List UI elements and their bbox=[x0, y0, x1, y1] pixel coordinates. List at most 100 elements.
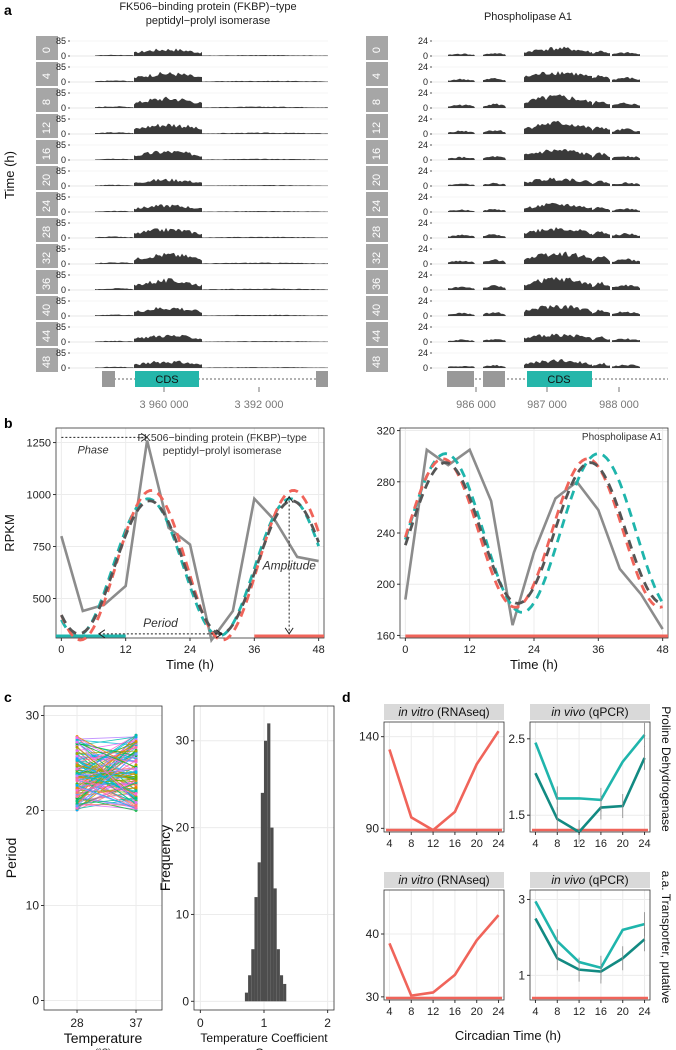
period-point bbox=[134, 785, 138, 789]
coverage-area bbox=[483, 285, 506, 290]
plot-title: peptidyl−prolyl isomerase bbox=[163, 445, 282, 457]
series-line-rep1 bbox=[534, 900, 645, 970]
track-ymin: 0 bbox=[61, 51, 66, 61]
y-tick-label: 1 bbox=[518, 968, 525, 982]
track-ymax: 24 bbox=[418, 218, 428, 228]
series-line-fit-dark bbox=[404, 461, 663, 605]
period-point bbox=[75, 779, 79, 783]
coverage-area bbox=[592, 74, 610, 82]
period-point bbox=[134, 759, 138, 763]
coverage-area bbox=[448, 312, 475, 316]
coverage-area bbox=[592, 309, 610, 316]
track-ymin: 0 bbox=[61, 363, 66, 373]
period-point bbox=[134, 745, 138, 749]
panel-b-left-plot: 500 750 1000 1250 0 12 24 36 48 Time (h) RPKM Phase… bbox=[2, 427, 325, 672]
histogram-bar bbox=[267, 723, 271, 1002]
track-ymax: 24 bbox=[418, 62, 428, 72]
y-tick-label: 1000 bbox=[27, 490, 51, 502]
coverage-area bbox=[483, 312, 506, 316]
coverage-area bbox=[592, 336, 610, 342]
coverage-area bbox=[95, 236, 134, 238]
y-tick-label: 160 bbox=[377, 630, 395, 642]
coverage-area bbox=[202, 80, 328, 82]
coverage-area bbox=[202, 185, 328, 186]
period-point bbox=[75, 763, 79, 767]
coverage-area bbox=[448, 234, 475, 238]
x-tick-label: 24 bbox=[528, 644, 540, 656]
y-tick-label: 30 bbox=[26, 709, 40, 723]
coverage-area bbox=[612, 182, 640, 186]
time-strip bbox=[366, 166, 388, 190]
coverage-area bbox=[612, 77, 640, 82]
period-point bbox=[134, 777, 138, 781]
coverage-area bbox=[524, 333, 592, 342]
coverage-area bbox=[612, 284, 640, 290]
y-tick-label: 10 bbox=[176, 907, 190, 921]
coverage-area bbox=[483, 130, 506, 134]
coverage-area bbox=[592, 255, 610, 264]
facet-side-label: a.a. Transporter, putative bbox=[659, 871, 673, 1004]
coverage-area bbox=[483, 182, 506, 186]
x-tick-label: 8 bbox=[554, 838, 560, 850]
period-line bbox=[76, 779, 137, 794]
y-tick-label: 500 bbox=[33, 593, 51, 605]
coverage-area bbox=[612, 102, 640, 108]
plot-title: FK506−binding protein (FKBP)−type bbox=[138, 432, 307, 444]
arrow-head bbox=[284, 627, 294, 635]
period-point bbox=[75, 788, 79, 792]
coverage-area bbox=[134, 178, 202, 186]
period-line bbox=[76, 784, 137, 809]
coverage-area bbox=[612, 258, 640, 264]
panel-a-left-title-line2: peptidyl−prolyl isomerase bbox=[146, 15, 270, 27]
coverage-area bbox=[524, 46, 592, 56]
time-strip-label: 48 bbox=[371, 356, 383, 368]
track-ymin: 0 bbox=[61, 337, 66, 347]
time-strip-label: 12 bbox=[371, 122, 383, 134]
plot-border bbox=[529, 889, 651, 1001]
x-tick-label: 12 bbox=[427, 1006, 439, 1018]
panel-d-xlabel: Circadian Time (h) bbox=[455, 1028, 561, 1043]
y-axis-title: Period bbox=[3, 838, 19, 878]
phase-label: Phase bbox=[77, 444, 108, 456]
y-tick-label: 320 bbox=[377, 426, 395, 438]
panel-a-left-gene-model: CDS 3 960 000 3 392 000 bbox=[102, 371, 328, 411]
track-ymax: 24 bbox=[418, 244, 428, 254]
coverage-area bbox=[134, 204, 202, 212]
y-tick-label: 140 bbox=[359, 730, 379, 744]
facet-strip bbox=[530, 872, 650, 888]
y-tick-label: 240 bbox=[377, 528, 395, 540]
coverage-area bbox=[592, 281, 610, 290]
facet-strip-italic: in vivo bbox=[551, 873, 585, 887]
panel-a-right-title: Phospholipase A1 bbox=[484, 11, 572, 23]
y-axis-title: Frequency bbox=[157, 825, 173, 891]
coverage-area bbox=[483, 259, 506, 264]
period-line bbox=[77, 750, 137, 754]
x-tick-label: 48 bbox=[313, 644, 325, 656]
x-tick-label: 36 bbox=[592, 644, 604, 656]
coverage-area bbox=[448, 366, 475, 368]
coverage-area bbox=[592, 231, 610, 238]
panel-d-top-right-plot: in vivo (qPCR) 1.5 2.5 4 8 12 16 20 24 Proline De… bbox=[508, 704, 673, 850]
histogram-bar bbox=[257, 862, 261, 1002]
coverage-area bbox=[448, 209, 475, 212]
track-ymin: 0 bbox=[423, 181, 428, 191]
y-tick-label: 30 bbox=[176, 734, 190, 748]
coverage-area bbox=[612, 128, 640, 134]
period-point bbox=[134, 796, 138, 800]
x-tick-label: 20 bbox=[617, 1006, 629, 1018]
time-strip-label: 32 bbox=[371, 252, 383, 264]
time-strip bbox=[366, 348, 388, 372]
time-strip-label: 36 bbox=[41, 278, 53, 290]
track-ymax: 24 bbox=[418, 36, 428, 46]
y-tick-label: 2.5 bbox=[508, 732, 525, 746]
track-ymin: 0 bbox=[423, 51, 428, 61]
y-tick-label: 750 bbox=[33, 542, 51, 554]
time-strip bbox=[366, 114, 388, 138]
period-point bbox=[75, 774, 79, 778]
y-tick-label: 30 bbox=[366, 990, 380, 1004]
plot-border bbox=[43, 705, 163, 1011]
period-point bbox=[134, 763, 138, 767]
track-ymax: 24 bbox=[418, 166, 428, 176]
